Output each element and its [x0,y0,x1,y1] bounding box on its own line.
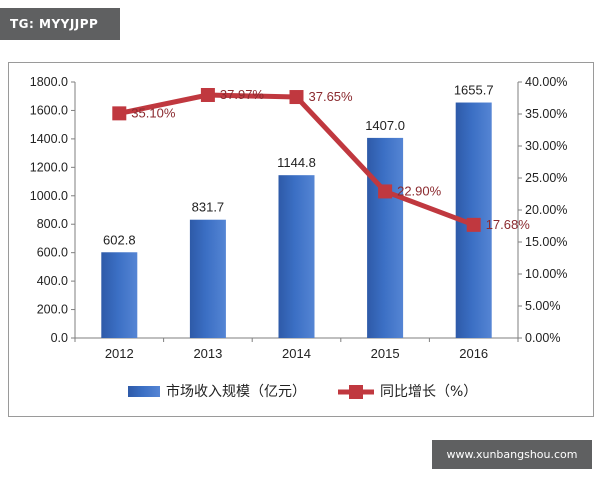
x-tick-label: 2015 [371,346,400,361]
bars [101,102,492,338]
legend-line-label: 同比增长（%） [380,384,477,400]
bar [101,252,138,338]
bar-value-label: 1655.7 [454,83,494,98]
growth-point [378,184,393,199]
y-right-tick-label: 0.00% [525,331,560,345]
y-left-tick-label: 400.0 [37,274,68,288]
growth-point [112,106,127,121]
watermark: www.xunbangshou.com [432,440,592,469]
y-left-tick-label: 1600.0 [30,103,68,117]
legend-bar-label: 市场收入规模（亿元） [166,383,306,400]
x-tick-label: 2013 [193,346,222,361]
channel-tag: TG: MYYJJPP [0,8,120,40]
growth-value-label: 35.10% [131,105,176,120]
bar [189,219,226,338]
legend: 市场收入规模（亿元） 同比增长（%） [128,383,477,400]
y-left-tick-label: 200.0 [37,303,68,317]
growth-point [466,217,481,232]
y-right-tick-label: 40.00% [525,75,567,89]
y-left-tick-label: 1000.0 [30,189,68,203]
growth-value-label: 37.65% [309,89,354,104]
bar-value-label: 1407.0 [365,118,405,133]
bar [278,175,315,338]
bar-value-label: 602.8 [103,232,136,247]
y-left-tick-label: 1400.0 [30,132,68,146]
y-right-tick-label: 35.00% [525,107,567,121]
y-left-tick-label: 1200.0 [30,160,68,174]
growth-value-label: 37.97% [220,87,265,102]
y-right-tick-label: 10.00% [525,267,567,281]
y-right-tick-label: 20.00% [525,203,567,217]
y-left-tick-label: 1800.0 [30,75,68,89]
y-right-tick-label: 30.00% [525,139,567,153]
growth-line [112,87,481,232]
y-left-tick-label: 0.0 [51,331,68,345]
x-tick-label: 2012 [105,346,134,361]
data-labels: 602.8 831.7 1144.8 1407.0 1655.7 35.10% 37.97%… [103,83,530,248]
bar [367,137,404,338]
growth-value-label: 22.90% [397,183,442,198]
legend-line-marker [349,385,363,399]
y-right-tick-label: 5.00% [525,299,560,313]
axes: 0.0 200.0 400.0 600.0 800.0 1000.0 1200.0 1400.… [30,75,568,361]
x-tick-label: 2016 [459,346,488,361]
bar-value-label: 831.7 [192,200,225,215]
growth-point [289,90,304,105]
bar-value-label: 1144.8 [277,155,316,170]
y-left-tick-label: 800.0 [37,217,68,231]
legend-bar-swatch [128,386,160,397]
y-left-tick-label: 600.0 [37,246,68,260]
y-right-tick-label: 15.00% [525,235,567,249]
y-right-tick-label: 25.00% [525,171,567,185]
growth-value-label: 17.68% [486,217,531,232]
x-tick-label: 2014 [282,346,311,361]
growth-point [200,87,215,102]
